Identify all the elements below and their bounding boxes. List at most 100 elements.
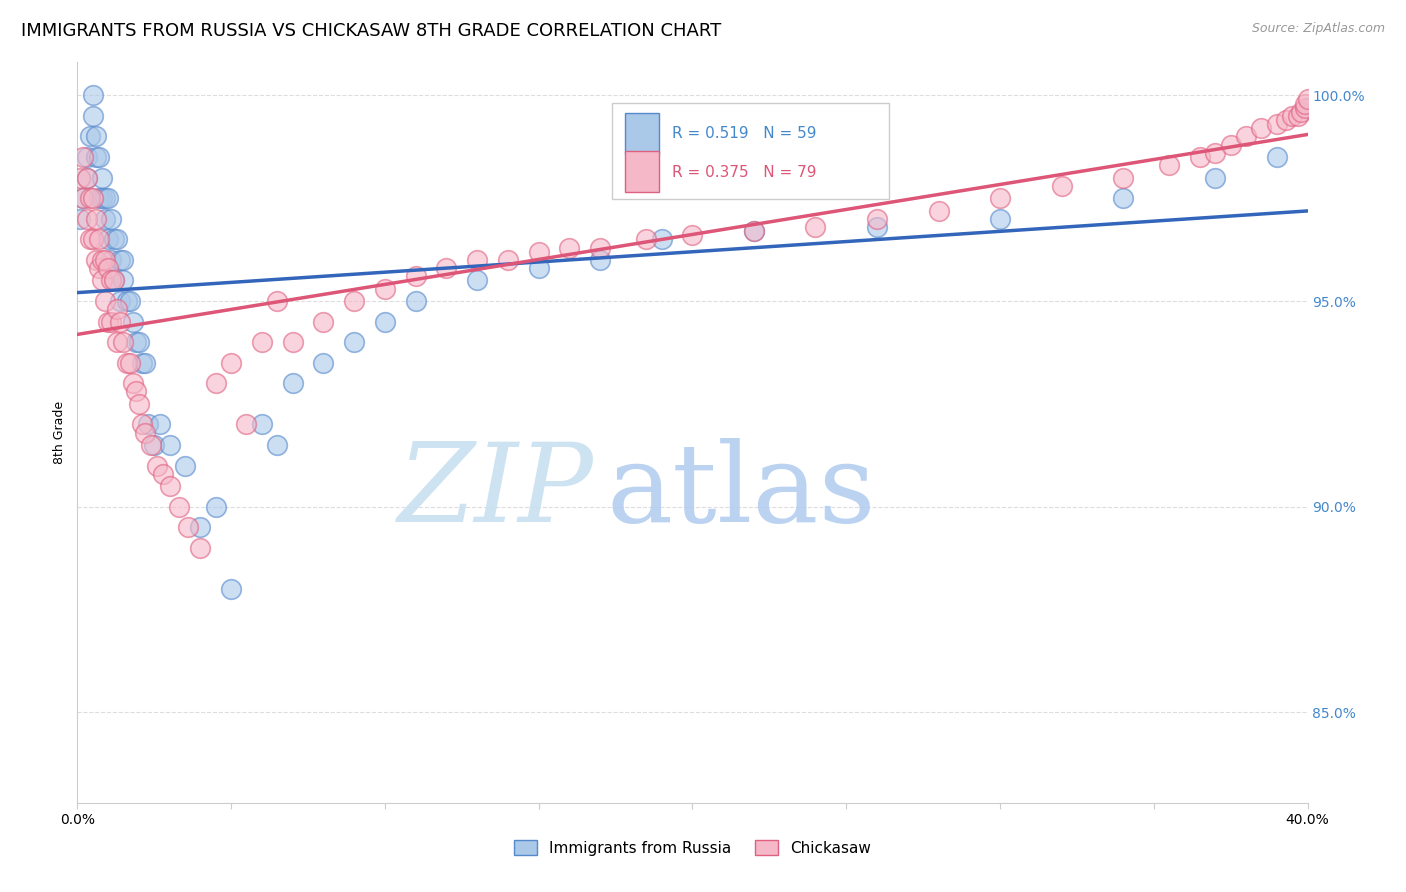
Point — [219, 582, 242, 596]
Point — [149, 417, 172, 432]
Point — [281, 335, 304, 350]
Point — [103, 232, 125, 246]
Point — [84, 211, 107, 226]
Point — [94, 293, 117, 308]
Point — [84, 129, 107, 144]
Text: ZIP: ZIP — [398, 438, 595, 546]
Point — [1159, 158, 1181, 172]
Point — [112, 335, 135, 350]
Point — [121, 314, 143, 328]
Point — [1204, 170, 1226, 185]
Point — [125, 335, 148, 350]
Point — [100, 314, 122, 328]
Point — [266, 438, 288, 452]
Point — [131, 356, 153, 370]
Point — [121, 376, 143, 391]
Point — [100, 211, 122, 226]
Point — [527, 244, 550, 259]
Point — [1188, 150, 1211, 164]
Point — [79, 191, 101, 205]
Point — [374, 314, 396, 328]
Point — [118, 293, 141, 308]
Point — [97, 191, 120, 205]
Text: R = 0.519   N = 59: R = 0.519 N = 59 — [672, 126, 815, 141]
Point — [105, 335, 128, 350]
Point — [374, 282, 396, 296]
Point — [866, 211, 889, 226]
FancyBboxPatch shape — [624, 152, 659, 192]
Point — [76, 211, 98, 226]
Point — [235, 417, 257, 432]
Point — [1286, 109, 1309, 123]
Point — [651, 232, 673, 246]
Point — [87, 261, 110, 276]
Point — [100, 252, 122, 267]
Point — [87, 191, 110, 205]
Point — [1275, 113, 1298, 128]
Point — [167, 500, 190, 514]
Point — [1050, 178, 1073, 193]
Point — [134, 425, 156, 440]
Point — [90, 170, 114, 185]
Point — [1112, 191, 1135, 205]
Point — [79, 129, 101, 144]
Point — [110, 293, 132, 308]
Point — [188, 520, 212, 534]
Point — [204, 376, 226, 391]
Point — [79, 232, 101, 246]
Point — [312, 314, 335, 328]
Point — [266, 293, 288, 308]
Point — [115, 293, 138, 308]
Point — [174, 458, 197, 473]
Point — [636, 232, 658, 246]
Y-axis label: 8th Grade: 8th Grade — [53, 401, 66, 464]
Point — [1234, 129, 1257, 144]
Point — [405, 269, 427, 284]
Point — [742, 224, 765, 238]
Point — [1291, 104, 1313, 119]
Point — [103, 273, 125, 287]
Point — [204, 500, 226, 514]
Point — [866, 219, 889, 234]
Point — [1219, 137, 1241, 152]
Text: R = 0.375   N = 79: R = 0.375 N = 79 — [672, 164, 815, 179]
Point — [76, 170, 98, 185]
Point — [141, 438, 163, 452]
Text: Source: ZipAtlas.com: Source: ZipAtlas.com — [1251, 22, 1385, 36]
Point — [87, 232, 110, 246]
Point — [76, 150, 98, 164]
Text: atlas: atlas — [606, 438, 876, 545]
Point — [1296, 101, 1319, 115]
Point — [128, 397, 150, 411]
Point — [94, 211, 117, 226]
Point — [589, 252, 612, 267]
Point — [250, 335, 273, 350]
Point — [76, 170, 98, 185]
Point — [1204, 145, 1226, 160]
Point — [343, 335, 366, 350]
Point — [84, 150, 107, 164]
Point — [82, 88, 104, 103]
Point — [1265, 117, 1288, 131]
Point — [134, 356, 156, 370]
Point — [110, 252, 132, 267]
Point — [405, 293, 427, 308]
Point — [128, 335, 150, 350]
Point — [988, 191, 1011, 205]
Point — [72, 191, 94, 205]
Point — [343, 293, 366, 308]
Point — [118, 356, 141, 370]
Point — [159, 438, 181, 452]
FancyBboxPatch shape — [613, 103, 890, 200]
Point — [589, 240, 612, 254]
Point — [72, 191, 94, 205]
Point — [1265, 150, 1288, 164]
Text: IMMIGRANTS FROM RUSSIA VS CHICKASAW 8TH GRADE CORRELATION CHART: IMMIGRANTS FROM RUSSIA VS CHICKASAW 8TH … — [21, 22, 721, 40]
Point — [742, 224, 765, 238]
Point — [90, 252, 114, 267]
Point — [90, 191, 114, 205]
Point — [82, 109, 104, 123]
Point — [115, 356, 138, 370]
Point — [125, 384, 148, 399]
Point — [465, 273, 488, 287]
